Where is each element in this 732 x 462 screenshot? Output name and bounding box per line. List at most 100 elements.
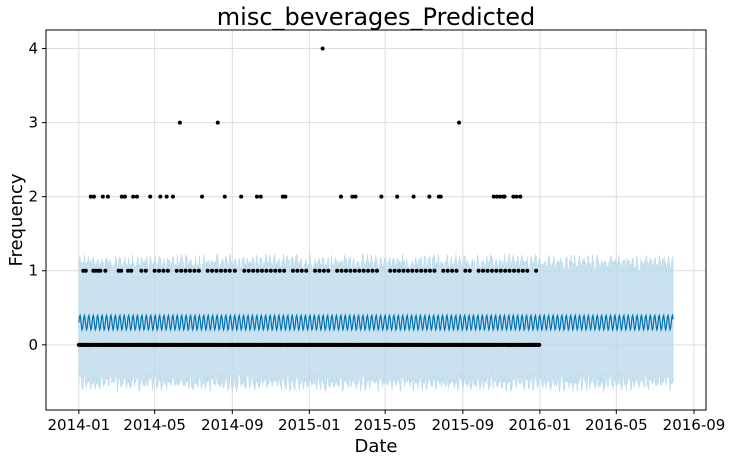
observation-point (445, 268, 450, 273)
observation-point (353, 194, 358, 199)
observation-point (242, 268, 247, 273)
forecast-uncertainty-band (78, 252, 674, 393)
observation-point (438, 194, 443, 199)
observation-point (467, 268, 472, 273)
observation-point (428, 268, 432, 273)
observation-point (534, 268, 539, 273)
observation-point (518, 194, 523, 199)
observation-point (196, 268, 201, 273)
observation-point (214, 268, 219, 273)
observation-point (218, 268, 223, 273)
observation-point (525, 268, 530, 273)
observation-point (282, 268, 287, 273)
chart-title: misc_beverages_Predicted (217, 3, 535, 31)
observation-point (419, 268, 424, 273)
observation-point (143, 268, 148, 273)
observation-point (410, 268, 415, 273)
observation-point (498, 268, 503, 273)
observation-point (264, 268, 269, 273)
observation-point (423, 268, 428, 273)
observation-point (152, 268, 157, 273)
x-tick-label: 2014-01 (47, 416, 110, 434)
observation-point (88, 194, 93, 199)
y-axis-ticks: 0 1 2 3 4 (28, 40, 46, 354)
x-tick-label: 2016-05 (585, 416, 648, 434)
observation-point (507, 268, 512, 273)
observation-point (414, 268, 419, 273)
observation-point (258, 194, 263, 199)
observation-point (352, 268, 357, 273)
observation-point (457, 120, 462, 125)
observation-point (392, 268, 397, 273)
observation-point (520, 268, 525, 273)
observation-point (326, 268, 331, 273)
observation-point (105, 194, 110, 199)
observation-point (157, 268, 162, 273)
observation-point (299, 268, 304, 273)
observation-point (304, 268, 309, 273)
observation-point (481, 268, 486, 273)
observation-point (494, 194, 499, 199)
observation-point (158, 194, 163, 199)
observation-point (335, 268, 340, 273)
observation-point (498, 194, 503, 199)
observation-point (170, 194, 175, 199)
y-tick-label: 1 (28, 262, 38, 280)
observation-point (227, 268, 232, 273)
observation-point (395, 194, 400, 199)
observation-point (374, 268, 379, 273)
observation-point (210, 268, 215, 273)
observation-point (405, 268, 410, 273)
observation-point (427, 194, 432, 199)
observation-point (320, 46, 325, 51)
observation-point (370, 268, 375, 273)
observation-point (514, 194, 519, 199)
observation-point (148, 194, 153, 199)
y-tick-label: 3 (28, 114, 38, 132)
x-tick-label: 2015-09 (431, 416, 494, 434)
observation-point (98, 268, 103, 273)
observation-point (260, 268, 264, 273)
observation-point (348, 268, 353, 273)
observation-point (317, 268, 322, 273)
observation-point (174, 268, 179, 273)
observation-point (179, 268, 184, 273)
observation-point (313, 268, 318, 273)
observation-point (122, 194, 127, 199)
x-tick-label: 2014-09 (201, 416, 264, 434)
observation-point (119, 268, 124, 273)
forecast-line (78, 313, 674, 332)
observation-point (268, 268, 273, 273)
observation-point (476, 268, 481, 273)
observation-point (450, 268, 455, 273)
observation-point (129, 268, 134, 273)
observation-point (254, 194, 259, 199)
observation-point (441, 268, 446, 273)
x-tick-label: 2016-01 (509, 416, 572, 434)
observation-point (321, 268, 326, 273)
observation-point (388, 268, 393, 273)
observation-point (379, 194, 384, 199)
observation-point (357, 268, 362, 273)
observation-point (205, 268, 210, 273)
observations (76, 46, 542, 347)
y-tick-label: 4 (28, 40, 38, 58)
observation-point (131, 194, 136, 199)
x-tick-label: 2016-09 (663, 416, 726, 434)
observation-point (139, 268, 144, 273)
observation-point (119, 194, 124, 199)
observation-point (454, 268, 459, 273)
observation-point (92, 194, 96, 199)
observation-point (338, 194, 343, 199)
observation-point (277, 268, 282, 273)
observation-point (222, 194, 227, 199)
observation-point (401, 268, 406, 273)
observation-point (290, 268, 295, 273)
observation-point (463, 268, 468, 273)
x-axis-ticks: 2014-01 2014-05 2014-09 2015-01 2015-05 2015-… (47, 410, 725, 434)
observation-point (246, 268, 251, 273)
observation-point (83, 268, 88, 273)
observation-point (223, 268, 228, 273)
observation-point (503, 268, 508, 273)
observation-point (164, 194, 169, 199)
